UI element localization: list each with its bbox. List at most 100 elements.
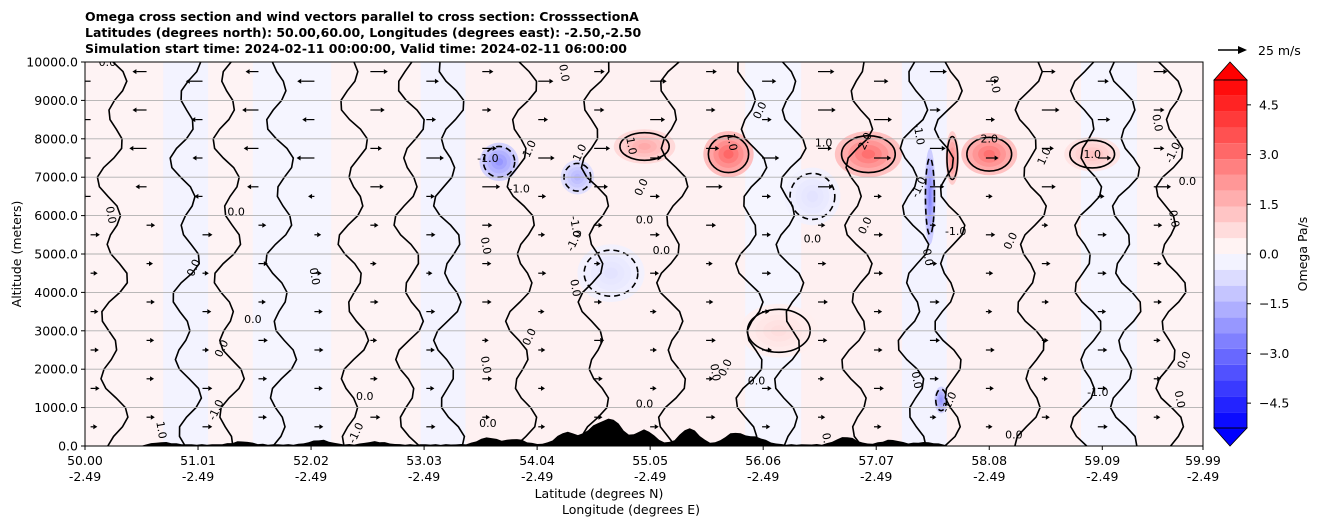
wind-vector-head bbox=[1163, 69, 1168, 75]
y-tick-label: 9000.0 bbox=[34, 93, 78, 108]
contour-label: -1.0 bbox=[1087, 386, 1108, 399]
wind-vector-head bbox=[485, 414, 490, 420]
wind-vector-head bbox=[991, 232, 996, 238]
contour-label: 1.0 bbox=[1083, 148, 1101, 161]
wind-vector-head bbox=[1158, 222, 1163, 228]
x-axis-label-longitude: Longitude (degrees E) bbox=[562, 502, 700, 517]
contour-positive-loop bbox=[707, 134, 750, 174]
wind-vector-head bbox=[655, 232, 660, 238]
wind-vector-head bbox=[540, 385, 545, 391]
wind-vector-head bbox=[606, 145, 611, 151]
wind-vector-head bbox=[942, 69, 947, 75]
gridlines bbox=[85, 99, 1203, 409]
wind-vector-head bbox=[542, 270, 547, 276]
colorbar-level bbox=[1214, 174, 1247, 191]
colorbar-tick-label: −4.5 bbox=[1259, 396, 1289, 411]
wind-vector-head bbox=[434, 78, 439, 84]
contour-label: 0.0 bbox=[244, 313, 262, 326]
colorbar-level bbox=[1214, 285, 1247, 302]
wind-vector-head bbox=[191, 117, 196, 123]
wind-vector-head bbox=[150, 337, 155, 343]
x-tick-label-latitude: 56.06 bbox=[745, 453, 781, 468]
wind-vector-head bbox=[709, 376, 714, 382]
contour-label: 0.0 bbox=[909, 370, 925, 389]
wind-vector-head bbox=[1103, 424, 1108, 430]
wind-vector-head bbox=[1100, 193, 1105, 199]
wind-vector-head bbox=[317, 232, 322, 238]
wind-vector-head bbox=[380, 107, 385, 113]
contour-label: 0.0 bbox=[636, 398, 654, 411]
wind-vector-head bbox=[941, 145, 946, 151]
wind-vector-head bbox=[374, 299, 379, 305]
contour-label: 0.0 bbox=[1005, 428, 1023, 441]
wind-vector-head bbox=[430, 347, 435, 353]
wind-vector-head bbox=[245, 69, 250, 75]
quiver-key: 25 m/s bbox=[1218, 43, 1301, 58]
wind-vector-head bbox=[1157, 261, 1162, 267]
x-tick-label-longitude: -2.49 bbox=[1086, 469, 1118, 484]
quiver-key-arrow-head bbox=[1238, 46, 1247, 54]
wind-vector-head bbox=[1102, 270, 1107, 276]
title-line-1: Omega cross section and wind vectors par… bbox=[85, 9, 639, 24]
wind-vector-head bbox=[715, 145, 720, 151]
contour-label: 0.0 bbox=[479, 417, 497, 430]
wind-vector-head bbox=[541, 424, 546, 430]
wind-vector-head bbox=[887, 117, 892, 123]
wind-vector-head bbox=[74, 156, 78, 161]
y-tick-label: 6000.0 bbox=[34, 208, 78, 223]
wind-vector-head bbox=[208, 424, 213, 430]
wind-vector-head bbox=[988, 193, 993, 199]
wind-vector-head bbox=[95, 232, 100, 238]
contour-positive-loop bbox=[840, 134, 897, 174]
wind-vector-head bbox=[208, 385, 213, 391]
wind-vector-head bbox=[95, 385, 100, 391]
x-tick-label-latitude: 58.08 bbox=[971, 453, 1007, 468]
wind-vector-head bbox=[431, 232, 436, 238]
wind-vector-head bbox=[830, 69, 835, 75]
wind-vector-head bbox=[940, 184, 945, 190]
x-tick-label-longitude: -2.49 bbox=[1187, 469, 1219, 484]
colorbar-tick-label: 1.5 bbox=[1259, 197, 1279, 212]
wind-vector-head bbox=[989, 270, 994, 276]
wind-vector-head bbox=[487, 261, 492, 267]
wind-vector-head bbox=[822, 261, 827, 267]
wind-vector-head bbox=[319, 347, 324, 353]
contour-label: 0.0 bbox=[591, 52, 609, 65]
x-tick-label-latitude: 52.02 bbox=[293, 453, 329, 468]
x-tick-label-longitude: -2.49 bbox=[860, 469, 892, 484]
contour-negative-loop bbox=[934, 388, 948, 412]
wind-vector-head bbox=[598, 222, 603, 228]
x-tick-label-latitude: 57.07 bbox=[858, 453, 894, 468]
wind-vector-head bbox=[432, 117, 437, 123]
wind-vector-head bbox=[708, 261, 713, 267]
contour-label: 0.0 bbox=[307, 267, 323, 286]
colorbar-level bbox=[1214, 254, 1247, 270]
wind-vector-head bbox=[243, 145, 248, 151]
contour-label: -1.0 bbox=[508, 183, 529, 196]
contour-label: 0.0 bbox=[1149, 113, 1165, 132]
x-tick-label-latitude: 54.04 bbox=[519, 453, 555, 468]
x-tick-label-longitude: -2.49 bbox=[521, 469, 553, 484]
wind-vector-head bbox=[1049, 145, 1054, 151]
y-tick-label: 10000.0 bbox=[26, 55, 78, 70]
colorbar-level bbox=[1214, 159, 1247, 175]
y-axis-label: Altitude (meters) bbox=[9, 201, 24, 308]
x-tick-label-latitude: 55.05 bbox=[632, 453, 668, 468]
contour-label: 1.0 bbox=[623, 136, 639, 155]
contour-label: -1.0 bbox=[567, 215, 584, 238]
contour-positive-loop bbox=[619, 131, 670, 162]
wind-vector-head bbox=[820, 376, 825, 382]
wind-vector-head bbox=[765, 309, 770, 315]
wind-vector-head bbox=[766, 424, 771, 430]
contour-label: 0.0 bbox=[920, 247, 936, 266]
wind-vector-head bbox=[488, 376, 493, 382]
wind-vector-head bbox=[711, 107, 716, 113]
omega-anomaly bbox=[928, 186, 932, 206]
wind-vector-head bbox=[242, 107, 247, 113]
wind-vector-head bbox=[1102, 309, 1107, 315]
colorbar-level bbox=[1214, 190, 1247, 207]
colorbar-level bbox=[1214, 127, 1247, 144]
contour-label: 0.0 bbox=[653, 244, 671, 257]
wind-vector-head bbox=[262, 222, 267, 228]
wind-vector-head bbox=[1157, 299, 1162, 305]
